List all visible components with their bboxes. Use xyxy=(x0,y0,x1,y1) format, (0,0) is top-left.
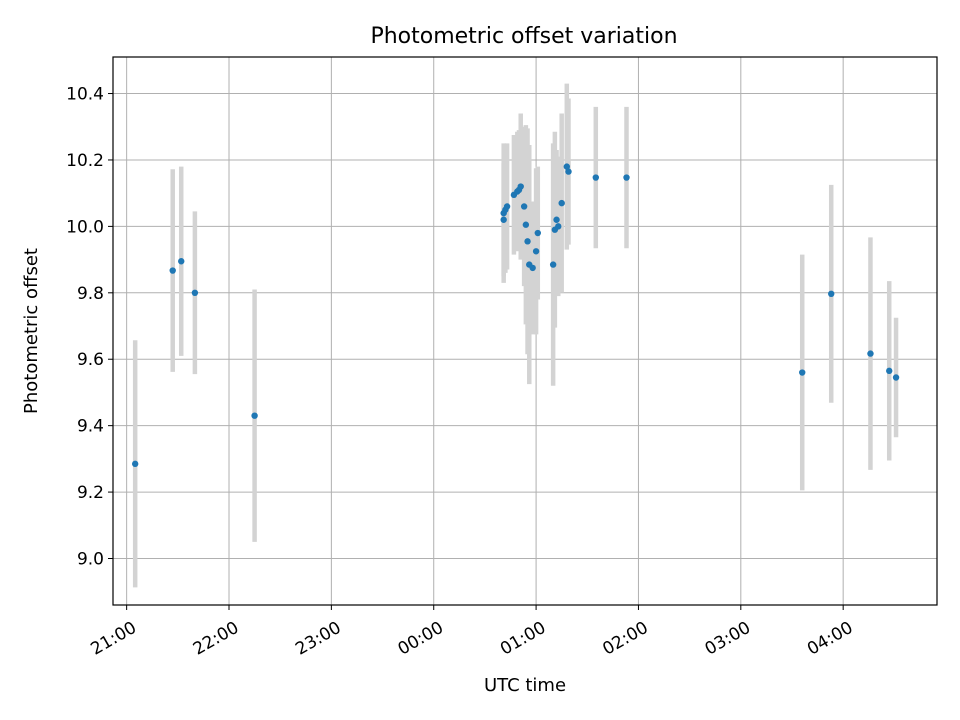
data-point xyxy=(131,460,139,468)
y-tick-label: 10.2 xyxy=(66,151,104,171)
data-point xyxy=(592,174,599,181)
y-tick-label: 9.4 xyxy=(77,417,104,437)
data-point xyxy=(529,264,536,272)
data-point xyxy=(886,367,893,375)
data-point xyxy=(549,261,557,268)
data-point xyxy=(892,374,900,381)
y-tick-label: 10.4 xyxy=(66,85,104,105)
y-axis-ticks: 9.0 9.2 9.4 9.6 9.8 10.0 10.2 10.4 xyxy=(66,85,113,570)
y-tick-label: 10.0 xyxy=(66,217,104,237)
chart-title: Photometric offset variation xyxy=(370,24,677,49)
data-point xyxy=(553,216,560,223)
data-point xyxy=(522,221,530,228)
x-axis-label: UTC time xyxy=(484,675,566,696)
data-point xyxy=(563,163,570,170)
data-point xyxy=(500,216,507,223)
data-point xyxy=(251,412,258,419)
data-point xyxy=(191,289,199,297)
data-point xyxy=(558,199,565,207)
data-point xyxy=(828,290,835,298)
data-point xyxy=(178,258,185,265)
plot-frame xyxy=(112,56,938,606)
data-point xyxy=(532,248,540,255)
data-point xyxy=(555,223,562,230)
y-axis-label: Photometric offset xyxy=(21,248,42,414)
data-point xyxy=(867,350,874,357)
data-point xyxy=(517,183,524,190)
y-tick-label: 9.0 xyxy=(77,550,104,570)
data-point xyxy=(520,203,528,210)
y-tick-label: 9.2 xyxy=(77,483,104,503)
data-point xyxy=(503,203,511,210)
data-point xyxy=(623,174,630,181)
data-point xyxy=(799,369,806,376)
y-tick-label: 9.6 xyxy=(77,350,104,370)
data-point xyxy=(565,168,572,175)
data-points xyxy=(131,163,900,468)
data-point xyxy=(169,267,176,274)
data-point xyxy=(534,229,541,237)
y-tick-label: 9.8 xyxy=(77,284,104,304)
data-point xyxy=(524,238,531,245)
